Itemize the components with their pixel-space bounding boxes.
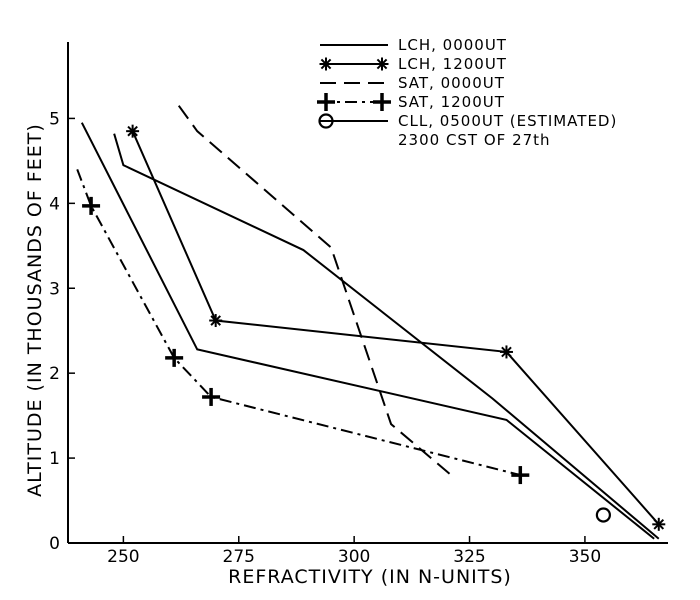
circle-marker [595, 507, 611, 523]
star-marker [375, 57, 389, 71]
x-tick-label: 325 [453, 547, 485, 567]
series-line [76, 169, 521, 477]
series-line [177, 105, 452, 476]
star-marker [319, 57, 333, 71]
series-2 [126, 124, 666, 531]
legend-note: 2300 CST OF 27th [398, 131, 551, 149]
legend-label: SAT, 1200UT [398, 93, 505, 111]
legend-item: CLL, 0500UT (ESTIMATED) [318, 112, 617, 130]
legend-label: LCH, 1200UT [398, 55, 507, 73]
plus-marker [511, 466, 530, 485]
legend-item: SAT, 1200UT [317, 93, 505, 111]
y-tick-label: 4 [49, 194, 60, 214]
legend-item: SAT, 0000UT [320, 74, 505, 92]
y-tick-label: 0 [49, 534, 60, 554]
series-4 [76, 169, 530, 485]
legend-label: CLL, 0500UT (ESTIMATED) [398, 112, 617, 130]
axes: 250 275 300 325 350 0 1 2 3 4 5 [49, 42, 668, 567]
series-line [80, 122, 655, 540]
legend-label: LCH, 0000UT [398, 36, 507, 54]
y-tick-label: 5 [49, 109, 60, 129]
series-3 [177, 105, 452, 476]
series-5 [80, 122, 655, 540]
series-layer [76, 105, 666, 540]
plus-marker [82, 196, 101, 215]
y-tick-label: 3 [49, 279, 60, 299]
plus-marker [373, 93, 391, 111]
star-marker [209, 314, 223, 328]
x-tick-label: 300 [338, 547, 370, 567]
plus-marker [165, 348, 184, 367]
y-axis-title: ALTITUDE (IN THOUSANDS OF FEET) [24, 123, 46, 497]
x-tick-label: 350 [569, 547, 601, 567]
y-tick-label: 2 [49, 364, 60, 384]
x-tick-label: 250 [107, 547, 139, 567]
star-marker [126, 124, 140, 138]
star-marker [499, 345, 513, 359]
x-axis-title: REFRACTIVITY (IN N-UNITS) [228, 566, 512, 588]
star-marker [652, 517, 666, 531]
series-line [113, 133, 660, 540]
series-1 [113, 133, 660, 540]
legend-item: LCH, 0000UT [320, 36, 507, 54]
legend-item: LCH, 1200UT [319, 55, 507, 73]
y-tick-label: 1 [49, 449, 60, 469]
series-line [131, 130, 660, 525]
circle-marker [318, 113, 334, 129]
plus-marker [202, 387, 221, 406]
plus-marker [317, 93, 335, 111]
x-tick-label: 275 [223, 547, 255, 567]
legend-label: SAT, 0000UT [398, 74, 505, 92]
